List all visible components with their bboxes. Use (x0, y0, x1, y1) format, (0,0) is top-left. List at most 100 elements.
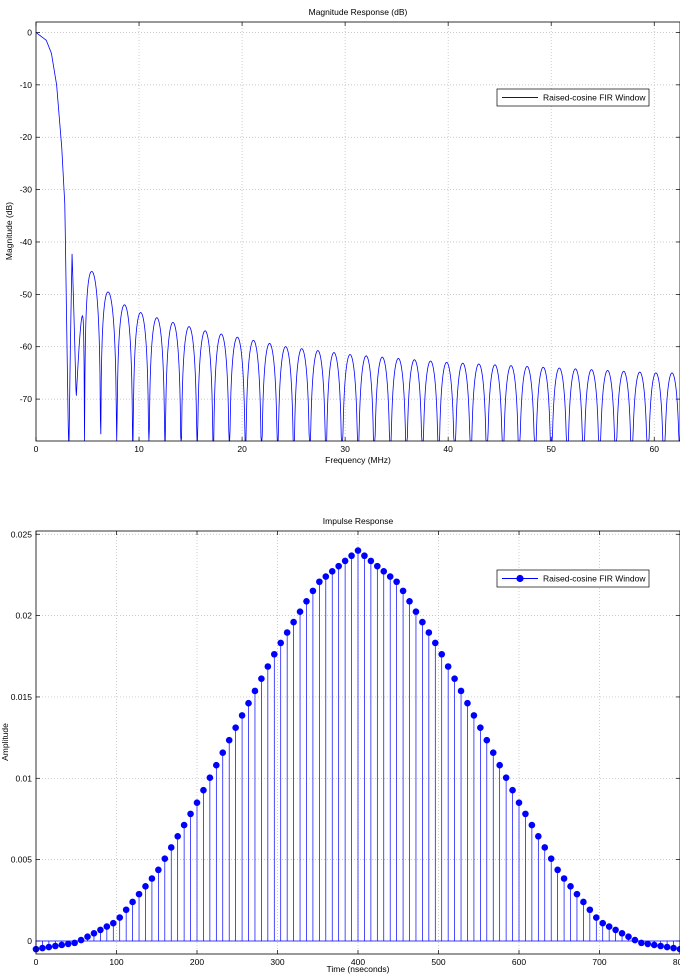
magnitude-xtick-label: 50 (546, 444, 556, 454)
impulse-stem-marker (638, 939, 645, 947)
impulse-stem-marker (457, 687, 465, 695)
magnitude-ytick-label: -60 (20, 342, 33, 352)
impulse-stem-marker (264, 663, 272, 670)
impulse-stem-marker (45, 943, 53, 951)
impulse-stem-marker (309, 587, 317, 595)
magnitude-ytick-label: -20 (20, 132, 33, 142)
magnitude-xtick-label: 20 (237, 444, 247, 454)
impulse-xtick-label: 600 (512, 957, 526, 967)
impulse-stem-marker (541, 844, 549, 851)
impulse-response-axes: Impulse Response 0 100 200 300 400 500 600 700 8… (0, 516, 680, 974)
impulse-stem-marker (303, 597, 310, 605)
impulse-stem-marker (554, 866, 561, 874)
impulse-title: Impulse Response (323, 516, 394, 526)
impulse-xtick-label: 800 (673, 957, 680, 967)
impulse-stem-marker (431, 639, 439, 647)
magnitude-ytick-label: -30 (20, 185, 33, 195)
impulse-ytick-label: 0 (27, 936, 32, 946)
impulse-stem-marker (592, 914, 600, 921)
impulse-stem-marker (335, 562, 342, 570)
impulse-stem-marker (399, 587, 407, 595)
impulse-stem-marker (270, 650, 278, 658)
impulse-xtick-label: 0 (34, 957, 39, 967)
impulse-stem-marker (406, 597, 413, 605)
impulse-stem-marker (393, 578, 400, 586)
impulse-stem-marker (97, 926, 104, 934)
impulse-stem-marker (167, 844, 175, 851)
impulse-stem-marker (290, 618, 297, 626)
impulse-stem-marker (116, 914, 124, 921)
impulse-stem-marker (374, 562, 381, 570)
impulse-legend: Raised-cosine FIR Window (496, 569, 650, 588)
impulse-xtick-label: 700 (592, 957, 606, 967)
impulse-stem-marker (148, 875, 156, 882)
impulse-stem-marker (109, 919, 117, 927)
impulse-stem-marker (122, 906, 130, 914)
magnitude-ytick-label: -10 (20, 80, 33, 90)
magnitude-frame (35, 21, 680, 442)
impulse-xtick-label: 400 (351, 957, 365, 967)
impulse-stem-marker (547, 855, 555, 862)
impulse-stem-marker (174, 832, 181, 840)
magnitude-ytick-label: -50 (20, 289, 33, 299)
impulse-stem-marker (64, 940, 72, 948)
impulse-stem-marker (477, 724, 484, 732)
magnitude-xtick-label: 10 (134, 444, 144, 454)
impulse-stem-marker (155, 866, 162, 874)
impulse-stem-marker (599, 919, 607, 927)
impulse-stem-marker (251, 687, 259, 695)
impulse-ytick-label: 0.02 (15, 611, 32, 621)
impulse-frame (35, 530, 680, 955)
impulse-stem-marker (354, 547, 362, 554)
impulse-stem-marker (187, 810, 194, 818)
impulse-stem-marker (509, 786, 516, 794)
magnitude-response-axes: Magnitude Response (dB) 0 10 20 30 40 50 60 0 -1… (4, 7, 680, 465)
magnitude-xtick-label: 0 (34, 444, 39, 454)
impulse-xtick-label: 300 (270, 957, 284, 967)
impulse-stem-marker (612, 926, 619, 934)
impulse-stem-marker (657, 942, 664, 950)
impulse-stem-marker (296, 608, 304, 615)
impulse-stem-marker (90, 930, 98, 937)
impulse-plot (32, 547, 680, 953)
magnitude-xtick-label: 60 (650, 444, 660, 454)
impulse-stem-marker (663, 943, 671, 951)
impulse-stem-marker (322, 573, 330, 580)
magnitude-ytick-label: 0 (27, 27, 32, 37)
magnitude-ylabel: Magnitude (dB) (4, 202, 14, 260)
impulse-ytick-label: 0.015 (11, 692, 33, 702)
impulse-stem-marker (103, 923, 111, 930)
impulse-stem-marker (232, 724, 239, 732)
impulse-stem-marker (328, 568, 336, 575)
impulse-stem-marker (200, 786, 207, 794)
impulse-stem-marker (258, 675, 265, 683)
impulse-ytick-label: 0.005 (11, 855, 33, 865)
impulse-stem-marker (361, 552, 368, 560)
magnitude-ticks: 0 10 20 30 40 50 60 0 -10 -20 -30 -40 -50 -60 -70 (20, 22, 680, 454)
impulse-ylabel: Amplitude (0, 723, 10, 761)
impulse-stem-marker (676, 945, 680, 953)
impulse-stem-marker (39, 944, 46, 952)
impulse-stem-marker (58, 941, 66, 949)
impulse-stem-marker (52, 942, 59, 950)
magnitude-legend-box (496, 88, 650, 107)
impulse-stem-marker (567, 883, 574, 890)
impulse-stem-marker (419, 618, 426, 626)
impulse-stem-marker (650, 941, 658, 949)
impulse-stem-marker (206, 774, 214, 782)
impulse-legend-marker (516, 574, 524, 583)
impulse-stem-marker (438, 650, 446, 658)
impulse-legend-box (496, 569, 650, 588)
impulse-stem-marker (618, 930, 626, 937)
impulse-stem-marker (444, 663, 452, 670)
impulse-stem-marker (225, 736, 233, 744)
impulse-stem-marker (573, 890, 581, 898)
impulse-stem-marker (277, 639, 285, 647)
impulse-ticks: 0 100 200 300 400 500 600 700 800 0 0.005 0.01 0.015… (11, 529, 680, 967)
impulse-stem-marker (341, 557, 349, 565)
impulse-stem-marker (670, 944, 677, 952)
impulse-stem-marker (425, 629, 433, 636)
impulse-xtick-label: 200 (190, 957, 204, 967)
impulse-stem-marker (84, 933, 91, 940)
